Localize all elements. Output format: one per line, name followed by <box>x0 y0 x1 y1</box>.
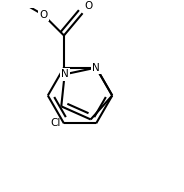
Text: N: N <box>61 69 68 79</box>
Text: Cl: Cl <box>50 118 60 128</box>
Text: N: N <box>92 63 100 73</box>
Text: O: O <box>84 1 93 11</box>
Text: O: O <box>39 10 48 20</box>
